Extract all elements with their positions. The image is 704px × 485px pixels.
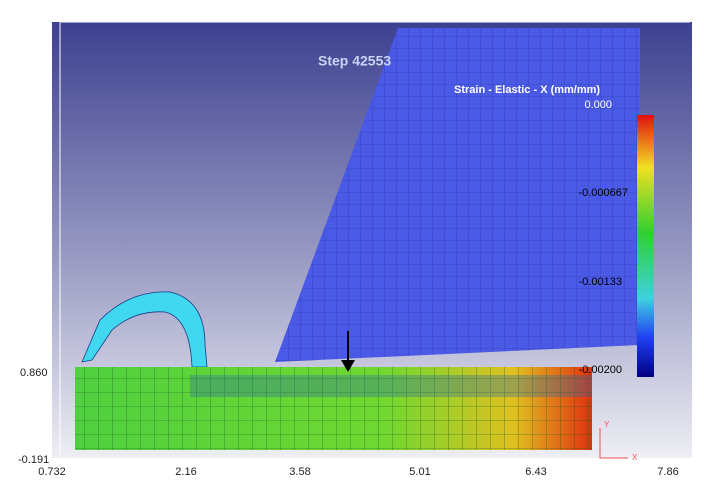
legend-label: 0.000 <box>584 99 612 111</box>
step-label: Step 42553 <box>318 53 391 69</box>
y-tick-label: 0.860 <box>20 367 48 379</box>
y-tick-label: -0.191 <box>18 454 49 466</box>
x-tick-label: 3.58 <box>289 466 310 478</box>
legend-label: -0.00200 <box>579 364 622 376</box>
contact-zone <box>190 375 592 397</box>
x-tick-label: 0.732 <box>38 466 66 478</box>
color-bar <box>637 115 654 377</box>
triad-y: Y <box>604 420 610 429</box>
x-tick-label: 7.86 <box>657 466 678 478</box>
x-tick-label: 2.16 <box>175 466 196 478</box>
legend-label: -0.000667 <box>578 187 628 199</box>
y-axis: 5.06 4.01 2.96 1.91 0.860 -0.191 <box>18 16 49 466</box>
legend-title: Strain - Elastic - X (mm/mm) <box>454 84 600 96</box>
triad-x: X <box>632 453 638 462</box>
y-tick-label: 1.91 <box>22 282 43 294</box>
y-tick-label: 2.96 <box>22 194 43 206</box>
x-tick-label: 6.43 <box>525 466 546 478</box>
y-tick-label: 5.06 <box>22 16 43 28</box>
legend-label: -0.00133 <box>579 276 622 288</box>
x-tick-label: 5.01 <box>409 466 430 478</box>
viewport: Step 42553 Strain - Elastic - X (mm/mm) … <box>0 0 704 480</box>
y-tick-label: 4.01 <box>22 106 43 118</box>
x-axis: 0.732 2.16 3.58 5.01 6.43 7.86 <box>38 466 678 478</box>
